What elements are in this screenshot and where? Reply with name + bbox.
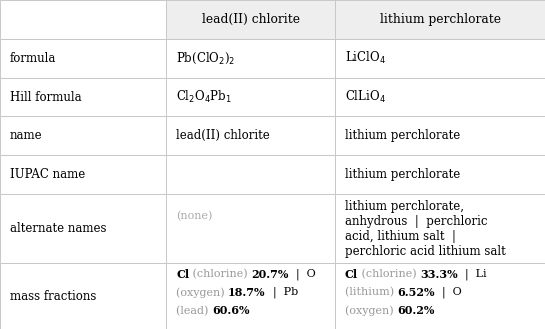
Bar [166,263,335,329]
Text: 18.7%: 18.7% [228,287,265,298]
Text: Pb(ClO$_2$)$_2$: Pb(ClO$_2$)$_2$ [176,51,235,66]
Bar [166,78,335,116]
Text: lithium perchlorate,
anhydrous  |  perchloric
acid, lithium salt  |
perchloric a: lithium perchlorate, anhydrous | perchlo… [345,200,506,258]
Text: (lithium): (lithium) [345,287,398,298]
Bar [166,39,335,78]
Text: lithium perchlorate: lithium perchlorate [345,129,460,142]
Text: mass fractions: mass fractions [10,290,96,303]
Text: 6.52%: 6.52% [398,287,435,298]
Bar [335,116,545,155]
Text: Cl: Cl [176,269,189,280]
Bar [166,194,335,263]
Bar [0,78,166,116]
Bar [0,0,166,39]
Text: 33.3%: 33.3% [420,269,458,280]
Text: |  O: | O [289,268,316,280]
Bar [0,155,166,194]
Bar [0,194,166,263]
Text: lithium perchlorate: lithium perchlorate [345,168,460,181]
Text: (lead): (lead) [176,306,212,316]
Text: (none): (none) [176,211,213,221]
Text: 60.6%: 60.6% [212,305,250,316]
Bar [0,39,166,78]
Text: lead(II) chlorite: lead(II) chlorite [202,13,300,26]
Text: (chlorine): (chlorine) [358,269,420,279]
Text: 20.7%: 20.7% [251,269,289,280]
Bar [335,78,545,116]
Bar [335,39,545,78]
Text: name: name [10,129,43,142]
Bar [166,155,335,194]
Text: lithium perchlorate: lithium perchlorate [379,13,501,26]
Text: (oxygen): (oxygen) [176,287,228,298]
Text: |  Pb: | Pb [265,287,298,298]
Text: |  Li: | Li [458,268,487,280]
Bar [166,0,335,39]
Bar [0,116,166,155]
Bar [335,194,545,263]
Text: Cl$_2$O$_4$Pb$_1$: Cl$_2$O$_4$Pb$_1$ [176,89,232,105]
Text: (chlorine): (chlorine) [189,269,251,279]
Text: Cl: Cl [345,269,358,280]
Text: LiClO$_4$: LiClO$_4$ [345,50,386,66]
Text: alternate names: alternate names [10,222,106,235]
Text: formula: formula [10,52,56,65]
Bar [335,263,545,329]
Text: lead(II) chlorite: lead(II) chlorite [176,129,270,142]
Bar [335,0,545,39]
Text: 60.2%: 60.2% [397,305,434,316]
Bar [0,263,166,329]
Text: (oxygen): (oxygen) [345,305,397,316]
Text: ClLiO$_4$: ClLiO$_4$ [345,89,386,105]
Text: Hill formula: Hill formula [10,90,81,104]
Bar [335,155,545,194]
Text: |  O: | O [435,287,462,298]
Text: IUPAC name: IUPAC name [10,168,85,181]
Bar [166,116,335,155]
